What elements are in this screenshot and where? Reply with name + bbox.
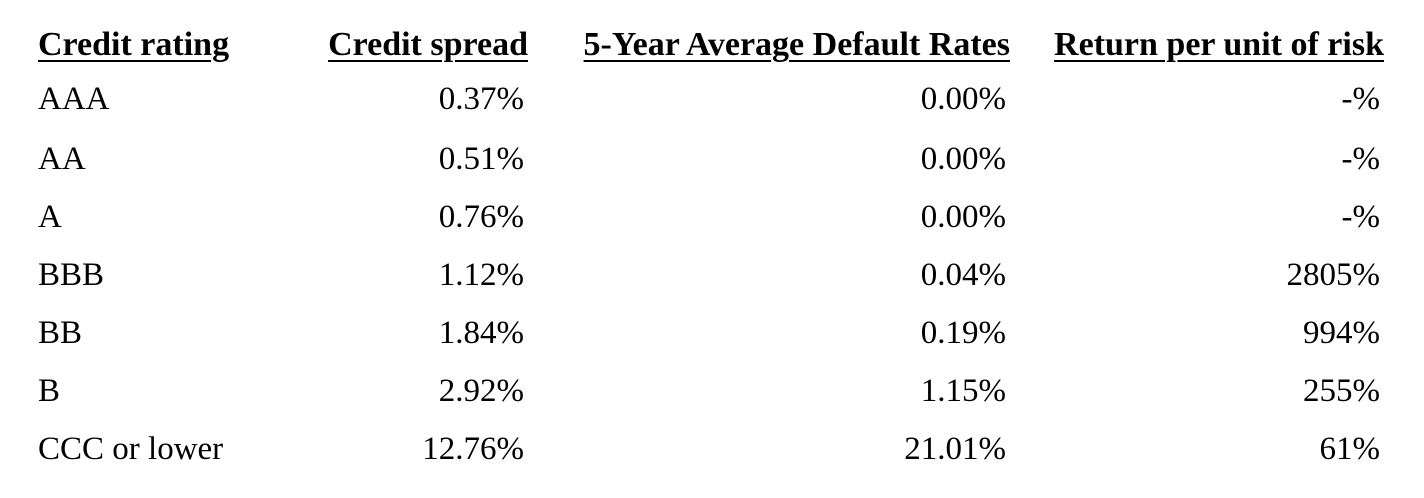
cell-rating: AA <box>38 140 86 177</box>
cell-default-rate: 0.19% <box>920 314 1006 351</box>
table-row: A 0.76% 0.00% -% <box>38 188 1384 246</box>
cell-default-rate: 21.01% <box>904 430 1006 467</box>
cell-rating: BBB <box>38 256 105 293</box>
header-default-rates: 5-Year Average Default Rates <box>583 26 1010 63</box>
cell-rating: CCC or lower <box>38 430 224 467</box>
cell-return-per-risk: 61% <box>1319 430 1381 467</box>
cell-return-per-risk: 2805% <box>1286 256 1381 293</box>
cell-return-per-risk: 255% <box>1303 372 1380 409</box>
cell-default-rate: 1.15% <box>920 372 1006 409</box>
table-header-row: Credit rating Credit spread 5-Year Avera… <box>38 22 1384 68</box>
cell-spread: 2.92% <box>438 372 524 409</box>
header-credit-spread: Credit spread <box>328 26 528 63</box>
cell-default-rate: 0.00% <box>920 80 1006 117</box>
header-credit-rating: Credit rating <box>38 26 230 63</box>
table-row: AAA 0.37% 0.00% -% <box>38 68 1384 130</box>
cell-spread: 0.37% <box>438 80 524 117</box>
cell-default-rate: 0.00% <box>920 140 1006 177</box>
cell-spread: 0.51% <box>438 140 524 177</box>
cell-rating: A <box>38 198 62 235</box>
cell-rating: BB <box>38 314 83 351</box>
cell-spread: 1.84% <box>438 314 524 351</box>
credit-rating-table-container: Credit rating Credit spread 5-Year Avera… <box>38 22 1384 478</box>
cell-default-rate: 0.00% <box>920 198 1006 235</box>
cell-return-per-risk: 994% <box>1303 314 1380 351</box>
cell-spread: 12.76% <box>422 430 524 467</box>
table-row: BB 1.84% 0.19% 994% <box>38 304 1384 362</box>
cell-rating: B <box>38 372 61 409</box>
table-row: CCC or lower 12.76% 21.01% 61% <box>38 420 1384 478</box>
cell-rating: AAA <box>38 80 110 117</box>
cell-default-rate: 0.04% <box>920 256 1006 293</box>
cell-spread: 0.76% <box>438 198 524 235</box>
cell-spread: 1.12% <box>438 256 524 293</box>
cell-return-per-risk: -% <box>1341 80 1380 117</box>
credit-rating-table: Credit rating Credit spread 5-Year Avera… <box>38 22 1384 478</box>
table-row: B 2.92% 1.15% 255% <box>38 362 1384 420</box>
header-return-per-risk: Return per unit of risk <box>1054 26 1384 63</box>
table-row: AA 0.51% 0.00% -% <box>38 130 1384 188</box>
cell-return-per-risk: -% <box>1341 140 1380 177</box>
table-row: BBB 1.12% 0.04% 2805% <box>38 246 1384 304</box>
cell-return-per-risk: -% <box>1341 198 1380 235</box>
